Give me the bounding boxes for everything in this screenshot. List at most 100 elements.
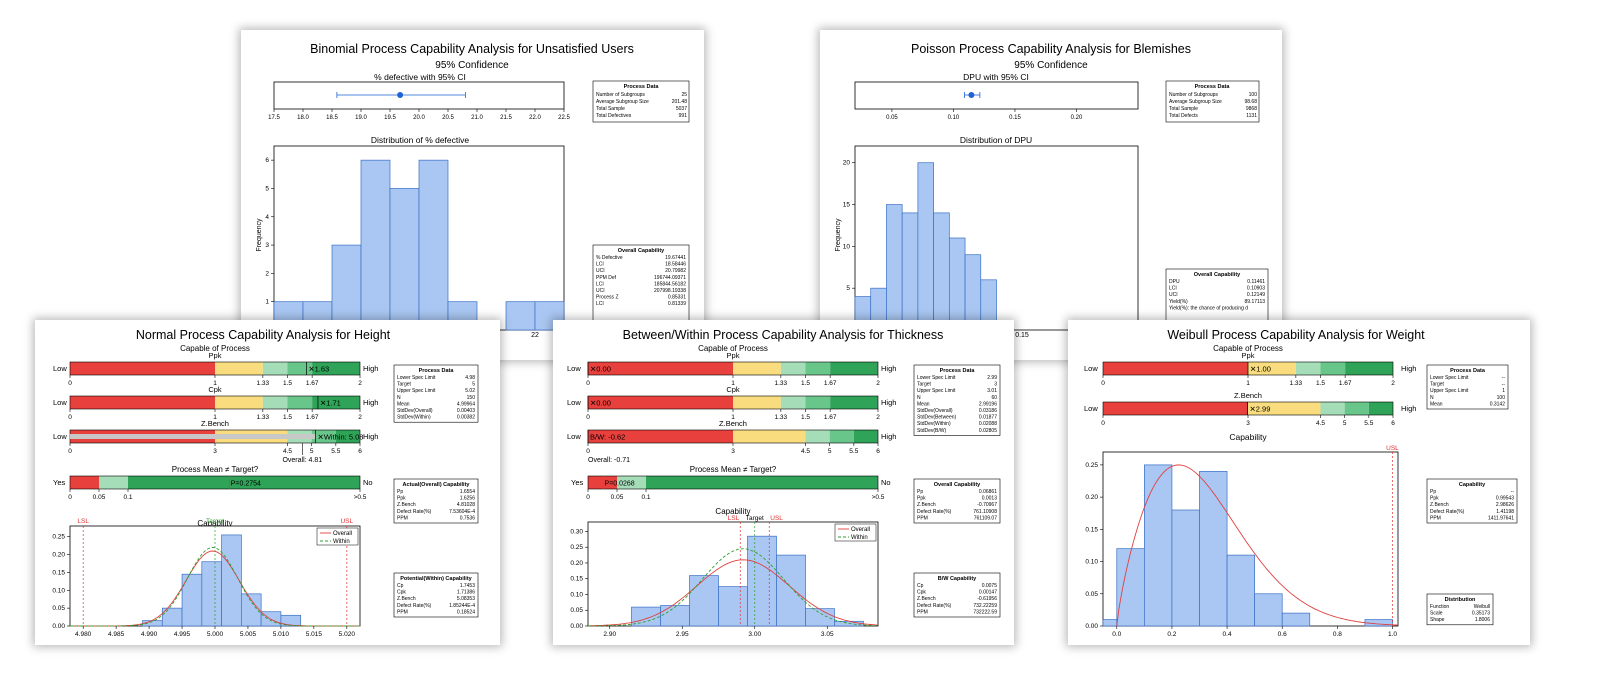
normal-cap-title: Capability — [197, 519, 232, 528]
zone-segment — [312, 362, 360, 375]
binomial-oc-row-label: UCI — [596, 268, 605, 274]
normal-pd-row-label: Lower Spec Limit — [397, 375, 436, 381]
x-tick-label: 4.985 — [108, 631, 125, 638]
usl-label: USL — [340, 518, 353, 525]
binomial-oc-row-value: 207998.19338 — [654, 288, 686, 294]
between-bw-title: B/W Capability — [938, 576, 977, 582]
poisson-oc-row-label: DPU — [1169, 279, 1180, 285]
zbench-marker: ✕2.99 — [1250, 405, 1271, 414]
normal-potential-row-value: 0.18524 — [457, 609, 475, 615]
weibull-panel: Weibull Process Capability Analysis for … — [1068, 320, 1530, 645]
normal-potential-row-value: 1.85244E-4 — [449, 603, 475, 609]
weibull-pd-title: Process Data — [1450, 368, 1486, 374]
normal-potential-row-label: PPM — [397, 609, 408, 615]
zone-segment — [588, 430, 733, 443]
y-tick-label: 0.25 — [570, 544, 583, 551]
binomial-hist-title: Distribution of % defective — [371, 135, 470, 145]
binomial-oc-row-value: 185844.56182 — [654, 281, 686, 287]
zone-segment — [1320, 402, 1345, 415]
y-tick-label: 10 — [843, 243, 851, 250]
ci-tick-label: 22.0 — [529, 115, 541, 121]
mean-question: Process Mean ≠ Target? — [690, 465, 777, 474]
svg-text:Total Defects: Total Defects — [1169, 113, 1198, 119]
tick-label: 1.5 — [801, 380, 810, 387]
poisson-oc-row-label: Yield(%) — [1169, 299, 1188, 305]
binomial-oc-row-label: LCI — [596, 281, 604, 287]
cpk-label: Cpk — [726, 385, 740, 394]
poisson-xtick: 0.15 — [1015, 332, 1029, 339]
normal-actual-row-label: PPM — [397, 515, 408, 521]
between-overall-row-value: 0.06861 — [979, 489, 997, 495]
normal-actual-row-value: 0.7536 — [460, 515, 476, 521]
y-tick-label: 0.05 — [570, 607, 583, 614]
between-title: Between/Within Process Capability Analys… — [623, 328, 944, 342]
low-label: Low — [53, 398, 67, 407]
normal-actual-row-label: Z.Bench — [397, 502, 416, 508]
y-tick-label: 6 — [265, 157, 269, 164]
tick-label: 5.5 — [331, 448, 340, 455]
y-tick-label: 0.25 — [52, 534, 65, 541]
y-tick-label: 0.20 — [1085, 494, 1098, 501]
weibull-distribution-frame — [1426, 593, 1494, 626]
zone-segment — [1248, 402, 1321, 415]
zone-segment — [335, 430, 360, 443]
ci-point — [968, 92, 975, 98]
binomial-title: Binomial Process Capability Analysis for… — [310, 42, 634, 56]
zone-segment — [830, 396, 878, 409]
normal-pd-row-value: 150 — [467, 395, 476, 401]
hist-bar — [933, 212, 950, 331]
bar-frame — [69, 475, 361, 490]
poisson-ci-label: DPU with 95% CI — [963, 72, 1029, 82]
y-tick-label: 5 — [846, 285, 850, 292]
normal-chart: Normal Process Capability Analysis for H… — [52, 328, 479, 638]
between-overall-row-label: Defect Rate(%) — [917, 509, 952, 515]
between-bw-row-value: 732.22259 — [973, 603, 997, 609]
normal-pd-row-value: 5 — [472, 382, 475, 388]
y-tick-label: 0.20 — [52, 552, 65, 559]
zone-segment — [733, 430, 806, 443]
between-pd-row-value: 2.99196 — [979, 401, 997, 407]
y-tick-label: 0.10 — [570, 591, 583, 598]
binomial-oc-row-label: LCI — [596, 262, 604, 268]
binomial-overall-capability: Overall Capability % Defective 19.67441 LC… — [592, 244, 690, 326]
zone-segment — [805, 396, 831, 409]
hist-bar — [964, 254, 982, 331]
ppk-marker: ✕0.00 — [590, 365, 611, 374]
svg-text:Total Sample: Total Sample — [596, 106, 625, 112]
x-tick-label: 4.995 — [174, 631, 191, 638]
cap-bar — [805, 608, 835, 627]
zone-segment — [262, 396, 288, 409]
tick-label: 0 — [586, 494, 590, 501]
y-tick-label: 0.00 — [570, 623, 583, 630]
weibull-chart: Weibull Process Capability Analysis for … — [1084, 328, 1518, 638]
tick-label: 3 — [731, 448, 735, 455]
tick-label: 5 — [1343, 420, 1347, 427]
between-pd-row-value: 60 — [991, 395, 997, 401]
weibull-curve — [1116, 464, 1399, 627]
normal-pd-row-label: StdDev(Within) — [397, 415, 431, 421]
hist-bar — [917, 162, 934, 331]
poisson-pd-row: Total Sample 9868 — [1169, 106, 1257, 112]
between-overall-row-value: 761109.07 — [974, 515, 997, 521]
low-label: Low — [1084, 404, 1098, 413]
y-tick-label: 0.15 — [570, 576, 583, 583]
poisson-chart: Poisson Process Capability Analysis for … — [835, 42, 1269, 339]
normal-pd-row-label: Mean — [397, 401, 410, 407]
svg-text:Total Defectives: Total Defectives — [596, 113, 632, 119]
binomial-oc-row-value: 19.67441 — [665, 255, 686, 261]
weibull-distribution-title: Distribution — [1445, 597, 1476, 603]
weibull-distribution-row-value: 0.35173 — [1472, 611, 1490, 617]
weibull-capability-row-value: -- — [1511, 489, 1515, 495]
normal-actual-row-value: 4.81028 — [457, 502, 475, 508]
ci-tick-label: 0.20 — [1071, 115, 1083, 121]
binomial-oc-title: Overall Capability — [618, 248, 665, 254]
ci-tick-label: 0.10 — [948, 115, 960, 121]
ci-tick-label: 18.5 — [326, 115, 338, 121]
between-pd-row-label: StdDev(Between) — [917, 415, 957, 421]
normal-pd-title: Process Data — [419, 368, 455, 374]
x-tick-label: 4.980 — [75, 631, 92, 638]
ppk-label: Ppk — [209, 351, 222, 360]
normal-pd-row-value: 4.98 — [465, 375, 475, 381]
